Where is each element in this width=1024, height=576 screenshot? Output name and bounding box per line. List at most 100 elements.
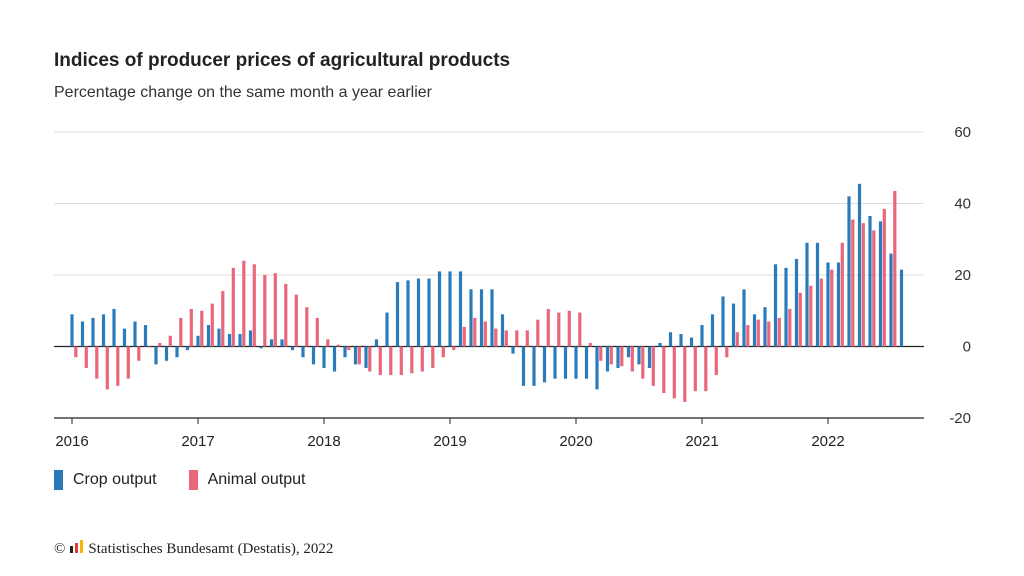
animal-bar <box>336 344 340 347</box>
crop-bar <box>154 346 158 365</box>
crop-bar <box>742 289 746 347</box>
crop-bar <box>437 271 442 347</box>
source-text: Statistisches Bundesamt (Destatis), 2022 <box>88 541 334 557</box>
crop-bar <box>458 271 463 347</box>
animal-bar <box>273 273 277 347</box>
animal-bar <box>525 330 529 347</box>
animal-bar <box>441 346 445 358</box>
animal-bar <box>389 346 393 376</box>
animal-bar <box>588 342 592 347</box>
crop-bar <box>143 325 148 347</box>
copyright-symbol: © <box>54 541 66 557</box>
crop-bar <box>511 346 515 354</box>
animal-bar <box>95 346 99 379</box>
crop-bar <box>794 258 799 347</box>
animal-bar <box>704 346 708 392</box>
animal-bar <box>620 346 624 367</box>
chart-title: Indices of producer prices of agricultur… <box>54 50 511 71</box>
animal-bar <box>504 330 508 347</box>
crop-bar <box>836 262 841 347</box>
animal-bar <box>210 303 214 347</box>
animal-bar <box>872 230 876 347</box>
animal-bar <box>756 319 760 347</box>
animal-bar <box>651 346 655 386</box>
animal-bar <box>819 278 823 347</box>
animal-bar <box>599 346 603 361</box>
crop-bar <box>406 280 410 347</box>
animal-bar <box>294 294 298 347</box>
animal-bar <box>662 346 666 393</box>
chart-subtitle: Percentage change on the same month a ye… <box>54 84 433 101</box>
animal-bar <box>158 342 162 347</box>
animal-bar <box>809 285 813 347</box>
animal-bar <box>378 346 382 376</box>
crop-bar <box>647 346 652 368</box>
legend-item-animal[interactable]: Animal output <box>188 470 306 490</box>
animal-bar <box>725 346 729 358</box>
crop-bar <box>563 346 568 379</box>
crop-bar <box>353 346 358 365</box>
crop-swatch <box>54 470 63 490</box>
crop-bar <box>605 346 610 372</box>
crop-bar <box>112 308 116 347</box>
animal-bar <box>693 346 697 392</box>
animal-bar <box>179 317 183 347</box>
legend-label-animal: Animal output <box>207 471 306 488</box>
crop-bar <box>280 339 284 347</box>
crop-bar <box>584 346 589 379</box>
animal-bar <box>305 307 309 347</box>
animal-bar <box>168 335 172 347</box>
animal-bar <box>494 328 498 347</box>
animal-bar <box>410 346 414 374</box>
animal-bar <box>420 346 424 372</box>
crop-bar <box>175 346 179 358</box>
crop-bar <box>500 314 505 347</box>
animal-bar <box>284 283 288 347</box>
x-tick-label: 2022 <box>811 433 844 450</box>
crop-bar <box>70 314 74 347</box>
crop-bar <box>847 196 851 347</box>
animal-bar <box>515 330 519 347</box>
crop-bar <box>416 278 421 347</box>
crop-bar <box>658 342 662 347</box>
crop-bar <box>133 321 137 347</box>
crop-bar <box>805 242 809 347</box>
crop-bar <box>322 346 326 368</box>
crop-bar <box>889 253 893 347</box>
x-tick-label: 2016 <box>55 433 88 450</box>
animal-bar <box>221 291 225 347</box>
animal-bar <box>473 317 477 347</box>
x-tick-label: 2019 <box>433 433 466 450</box>
crop-bar <box>532 346 536 386</box>
crop-bar <box>595 346 599 390</box>
crop-bar <box>490 289 494 347</box>
animal-bar <box>431 346 435 368</box>
animal-bar <box>798 292 802 347</box>
animal-bar <box>126 346 130 379</box>
crop-bar <box>311 346 316 365</box>
animal-bar <box>546 308 550 347</box>
animal-bar <box>189 308 193 347</box>
crop-bar <box>448 271 452 347</box>
crop-bar <box>385 312 389 347</box>
crop-bar <box>700 325 704 347</box>
animal-bar <box>116 346 120 386</box>
animal-bar <box>105 346 109 390</box>
animal-bar <box>137 346 141 361</box>
y-tick-label: -20 <box>949 410 971 427</box>
animal-bar <box>263 275 267 347</box>
crop-bar <box>101 314 106 347</box>
crop-bar <box>616 346 620 368</box>
destatis-logo-icon <box>69 540 85 559</box>
legend-item-crop[interactable]: Crop output <box>54 470 157 490</box>
crop-bar <box>857 183 862 347</box>
crop-bar <box>710 314 715 347</box>
crop-bar <box>574 346 578 379</box>
animal-bar <box>777 317 781 347</box>
crop-bar <box>721 296 725 347</box>
crop-bar <box>878 221 883 347</box>
crop-bar <box>185 346 190 351</box>
source-footer: © Statistisches Bundesamt (Destatis), 20… <box>54 540 333 559</box>
x-tick-label: 2020 <box>559 433 592 450</box>
crop-bar <box>364 346 368 368</box>
